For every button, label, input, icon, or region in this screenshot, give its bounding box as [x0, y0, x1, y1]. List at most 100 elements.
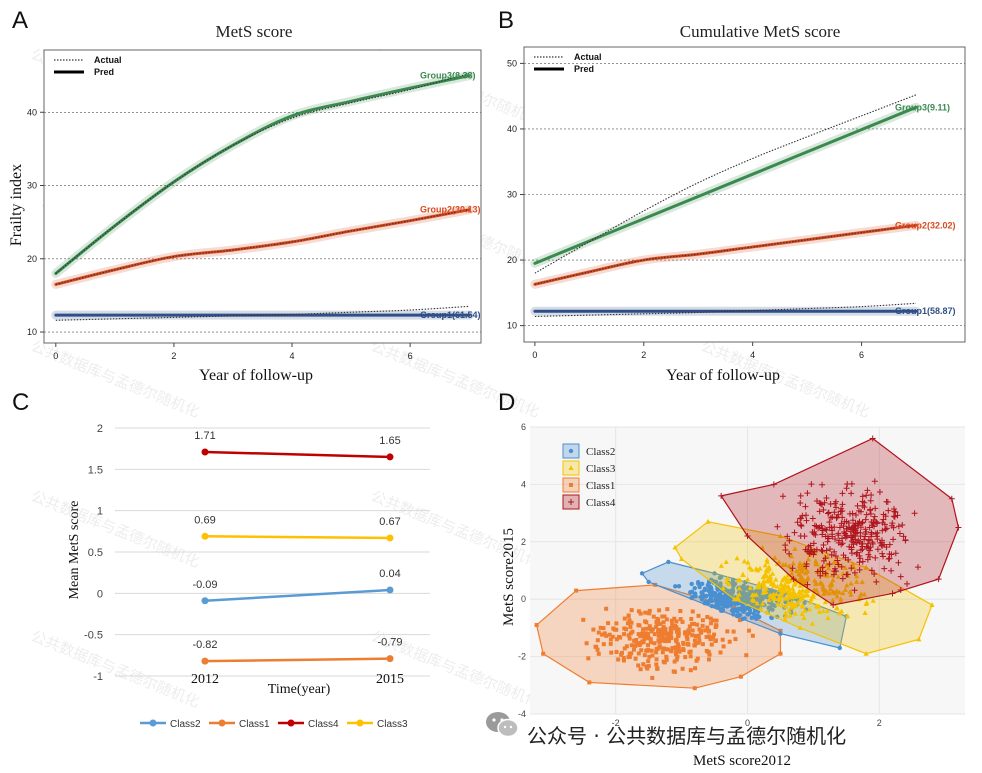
scatter-point: [892, 509, 899, 516]
scatter-point: [812, 531, 819, 538]
scatter-point: [628, 624, 633, 629]
scatter-point: [831, 548, 838, 555]
scatter-point: [809, 515, 816, 522]
legend-label: Class4: [308, 719, 339, 730]
scatter-point: [825, 615, 831, 621]
scatter-point: [780, 562, 786, 567]
scatter-point: [797, 583, 803, 588]
scatter-point: [842, 565, 849, 571]
scatter-point: [868, 492, 875, 499]
scatter-point: [681, 646, 686, 651]
scatter-point: [790, 593, 796, 598]
scatter-point: [792, 610, 798, 616]
scatter-point: [853, 550, 860, 557]
scatter-point: [799, 603, 805, 609]
scatter-point: [819, 527, 826, 534]
scatter-point: [644, 626, 649, 631]
scatter-point: [804, 581, 811, 588]
scatter-point: [838, 608, 845, 614]
scatter-point: [804, 490, 811, 497]
scatter-point: [885, 555, 892, 562]
scatter-point: [609, 650, 614, 655]
scatter-point: [604, 606, 609, 611]
scatter-point: [805, 556, 811, 562]
scatter-point: [636, 609, 641, 614]
scatter-point: [731, 612, 736, 617]
y-tick-label: 2: [97, 423, 103, 435]
y-tick-label: 0.5: [88, 547, 103, 559]
scatter-point: [775, 601, 781, 607]
scatter-point: [676, 642, 681, 647]
scatter-point: [717, 594, 722, 600]
scatter-point: [602, 631, 607, 636]
scatter-point: [727, 597, 732, 602]
x-tick-label: 2: [171, 351, 176, 361]
scatter-point: [813, 558, 819, 564]
scatter-point: [813, 523, 820, 530]
scatter-point: [802, 512, 809, 519]
data-label: 0.04: [379, 568, 400, 580]
scatter-point: [710, 618, 715, 623]
scatter-point: [818, 522, 825, 529]
scatter-point: [799, 595, 805, 601]
scatter-point: [856, 552, 863, 559]
series-line-actual: [534, 94, 917, 274]
scatter-point: [790, 585, 796, 591]
scatter-point: [808, 596, 814, 602]
scatter-point: [744, 533, 751, 540]
scatter-point: [696, 581, 701, 587]
chart-a-ylabel: Frailty index: [8, 164, 25, 246]
y-tick-label: -2: [518, 652, 526, 662]
scatter-point: [778, 631, 783, 636]
scatter-point: [822, 533, 829, 540]
scatter-point: [694, 658, 699, 663]
scatter-point: [897, 573, 904, 580]
scatter-point: [595, 638, 600, 643]
scatter-point: [849, 517, 856, 524]
scatter-point: [673, 650, 678, 655]
y-tick-label: 10: [507, 321, 517, 331]
series-line: [204, 535, 391, 540]
scatter-point: [711, 635, 716, 640]
scatter-point: [852, 522, 859, 529]
scatter-point: [769, 615, 774, 620]
data-point: [201, 597, 209, 605]
legend-marker: [218, 719, 226, 727]
scatter-point: [714, 618, 719, 623]
scatter-point: [864, 487, 871, 494]
scatter-point: [712, 632, 717, 637]
scatter-point: [788, 553, 794, 559]
scatter-point: [802, 546, 809, 553]
scatter-point: [705, 625, 710, 630]
scatter-point: [836, 610, 842, 616]
scatter-point: [787, 612, 793, 618]
scatter-point: [864, 556, 871, 563]
y-tick-label: 20: [507, 255, 517, 265]
scatter-point: [608, 637, 613, 642]
scatter-point: [725, 588, 731, 594]
scatter-point: [663, 630, 668, 635]
scatter-point: [782, 547, 789, 554]
data-label: 0.69: [194, 514, 215, 526]
scatter-point: [660, 627, 665, 632]
scatter-point: [843, 533, 850, 540]
scatter-point: [773, 591, 779, 597]
scatter-point: [568, 448, 574, 454]
scatter-point: [628, 631, 633, 636]
scatter-point: [790, 560, 796, 566]
scatter-point: [715, 587, 721, 592]
scatter-point: [889, 520, 896, 527]
series-line-actual: [534, 302, 917, 317]
scatter-point: [600, 632, 605, 637]
scatter-point: [797, 560, 803, 566]
footer-banner: 公众号 · 公共数据库与孟德尔随机化: [486, 712, 846, 748]
scatter-point: [789, 603, 796, 609]
scatter-point: [783, 603, 789, 609]
scatter-point: [657, 608, 662, 613]
scatter-point: [810, 551, 817, 558]
scatter-point: [777, 533, 784, 539]
chart-a-xlabel: Year of follow-up: [199, 367, 313, 384]
series-line-pred: [533, 105, 918, 265]
scatter-point: [805, 575, 811, 580]
